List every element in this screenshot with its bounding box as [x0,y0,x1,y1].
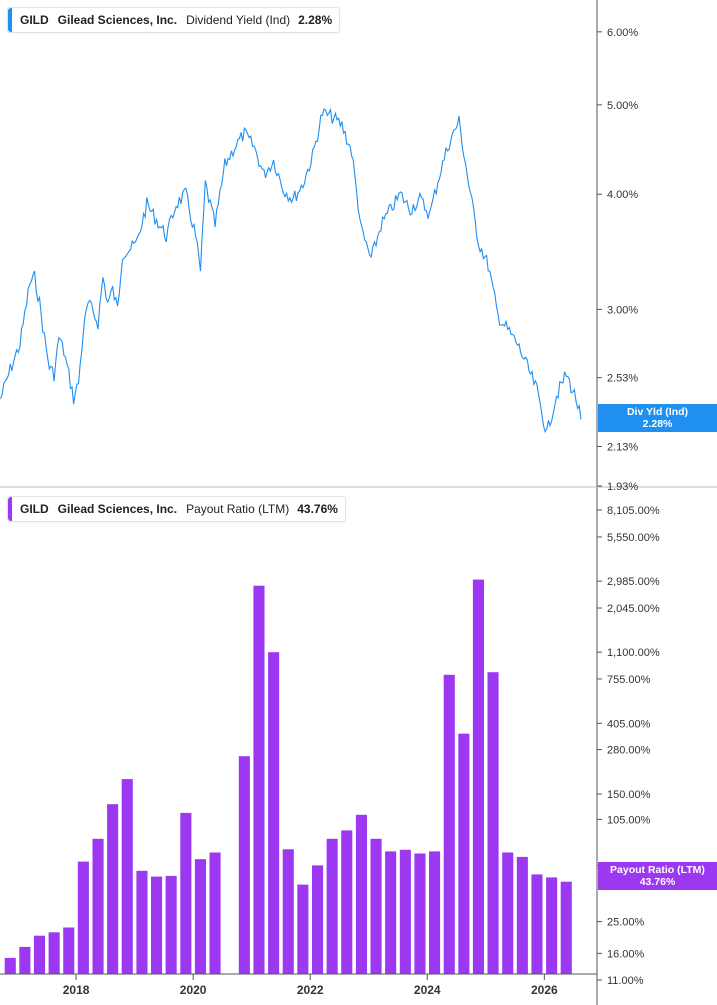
payout-bar [414,853,426,974]
payout-tag-label: Payout Ratio (LTM) [610,864,705,876]
payout-bar [443,674,455,974]
payout-bar [77,861,89,974]
payout-bar [560,881,572,974]
payout-bar [399,849,411,974]
payout-price-tag: Payout Ratio (LTM) 43.76% [598,862,717,890]
top-y-tick-label: 3.00% [607,304,638,316]
bottom-y-tick-label: 2,045.00% [607,603,660,615]
x-tick-label: 2018 [63,983,90,997]
bottom-y-tick-label: 8,105.00% [607,505,660,517]
bottom-y-tick-label: 1,100.00% [607,647,660,659]
payout-bar [546,877,558,974]
top-legend-header[interactable]: GILD Gilead Sciences, Inc. Dividend Yiel… [7,7,341,33]
payout-bar [253,585,265,974]
payout-bar [502,852,514,974]
payout-bar [33,935,45,974]
payout-bar [370,838,382,974]
series-color-swatch [8,8,12,32]
payout-bar [238,756,250,974]
x-tick-label: 2024 [414,983,441,997]
payout-bar [151,876,163,974]
bottom-y-tick-label: 16.00% [607,948,645,960]
bottom-y-tick-label: 280.00% [607,745,651,757]
payout-bar [531,874,543,974]
series-color-swatch [8,497,12,521]
payout-bar [458,733,470,974]
ticker-label: GILD [20,13,49,27]
yield-price-tag: Div Yld (Ind) 2.28% [598,404,717,432]
payout-bar [516,856,528,974]
payout-tag-value: 43.76% [639,876,676,888]
top-y-tick-label: 4.00% [607,189,638,201]
bottom-y-tick-label: 755.00% [607,674,651,686]
metric-value: 2.28% [298,13,333,27]
payout-bar [63,927,75,974]
payout-bar [355,814,367,974]
top-y-tick-label: 2.53% [607,373,638,385]
top-y-tick-label: 6.00% [607,27,638,39]
bottom-y-tick-label: 11.00% [607,975,644,987]
bottom-y-tick-label: 405.00% [607,718,651,730]
payout-bar [326,838,338,974]
bottom-y-tick-label: 2,985.00% [607,576,660,588]
payout-bar [48,932,60,974]
payout-bar [121,779,133,974]
payout-bar [385,851,397,974]
company-name: Gilead Sciences, Inc. [57,13,178,27]
company-name: Gilead Sciences, Inc. [57,502,178,516]
x-tick-label: 2020 [180,983,207,997]
payout-bar [19,946,31,974]
payout-bar [282,849,294,974]
ticker-label: GILD [20,502,49,516]
bottom-y-tick-label: 150.00% [607,789,651,801]
payout-bar [472,579,484,974]
x-tick-label: 2022 [297,983,324,997]
payout-bar [194,859,206,974]
payout-bar [107,804,119,974]
metric-name: Payout Ratio (LTM) [186,502,290,516]
top-y-tick-label: 5.00% [607,100,638,112]
payout-bar [268,652,280,974]
yield-tag-label: Div Yld (Ind) [626,406,689,418]
top-y-tick-label: 2.13% [607,442,638,454]
payout-bar [4,957,16,974]
dividend-yield-line [0,107,582,433]
payout-bar [136,870,148,974]
payout-bar [92,838,104,974]
bottom-y-tick-label: 25.00% [607,917,645,929]
metric-value: 43.76% [297,502,338,516]
x-tick-label: 2026 [531,983,558,997]
payout-bar [312,865,324,974]
yield-tag-value: 2.28% [642,418,673,430]
payout-bar [209,852,221,974]
payout-bar [165,875,177,974]
payout-bar [297,884,309,974]
top-y-tick-label: 1.93% [607,481,638,493]
payout-bar [341,830,353,974]
bottom-legend-header[interactable]: GILD Gilead Sciences, Inc. Payout Ratio … [7,496,346,522]
payout-bar [429,851,441,974]
payout-bar [180,812,192,974]
bottom-y-tick-label: 5,550.00% [607,532,660,544]
payout-bar [487,672,499,974]
metric-name: Dividend Yield (Ind) [186,13,291,27]
bottom-y-tick-label: 105.00% [607,814,651,826]
